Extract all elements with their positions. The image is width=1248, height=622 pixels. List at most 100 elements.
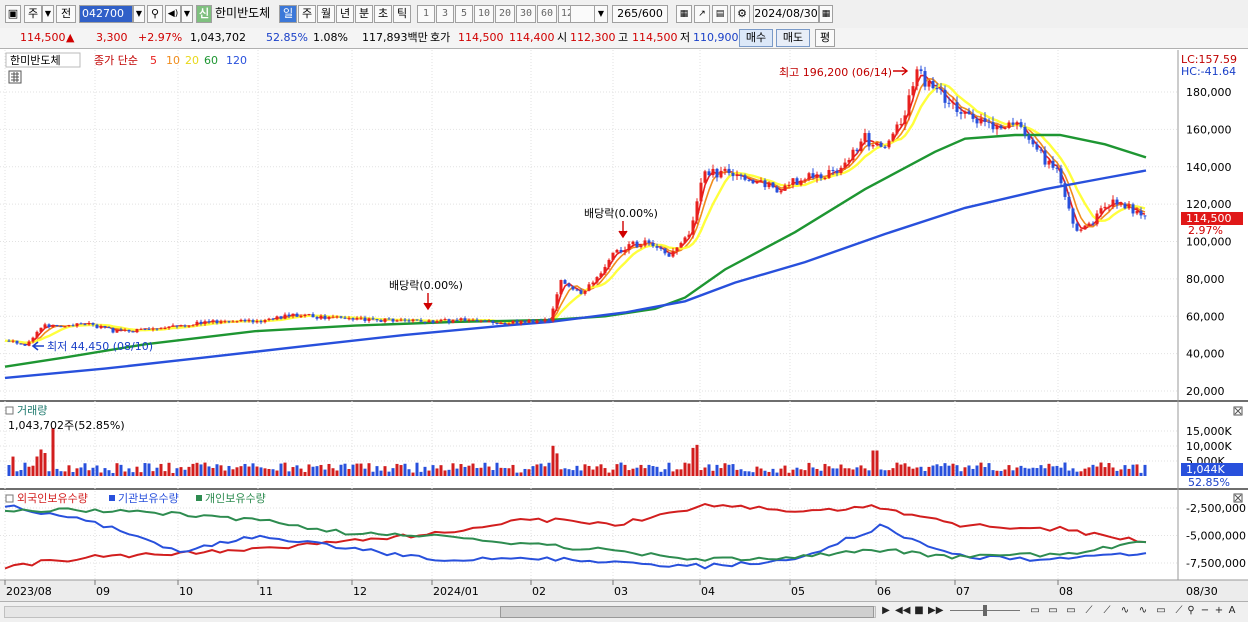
volume-collapse-icon[interactable] [5, 406, 14, 415]
period-tab[interactable]: 월 [317, 5, 335, 23]
zoom-out-icon[interactable]: − [1200, 605, 1210, 616]
candle-body [667, 253, 671, 257]
chart-scrollbar[interactable]: ▶ ◀◀ ■ ▶▶ ▭ ▭ ▭ ⟋ ⟋ ∿ ∿ ▭ ⟋ ⚲ − + A [0, 601, 1248, 622]
save-icon[interactable]: ▤ [712, 5, 728, 23]
candle-body [307, 314, 311, 316]
close-icon-x [1234, 407, 1242, 415]
market-scope-select[interactable]: 전 [56, 5, 76, 23]
chevron-down-icon[interactable]: ▼ [42, 5, 54, 23]
candle-body [1111, 199, 1115, 207]
interval-tab[interactable]: 60 [537, 5, 557, 23]
candle-body [51, 324, 55, 327]
ma-period-10: 10 [166, 54, 180, 67]
volume-bar [1019, 465, 1023, 476]
scroll-right-icon[interactable]: ▶ [882, 605, 890, 616]
rewind-icon[interactable]: ◀◀ [895, 605, 911, 616]
volume-bar [671, 471, 675, 476]
candle-body [35, 331, 39, 338]
volume-bar [531, 466, 535, 476]
candle-body [1019, 122, 1023, 127]
gear-icon[interactable]: ⚙ [734, 5, 750, 23]
layout-icon[interactable]: ▭ [1066, 605, 1076, 616]
candle-body [7, 340, 11, 342]
hoga-label: 호가 [430, 31, 451, 44]
candle-body [367, 318, 371, 321]
volume-bar [747, 471, 751, 476]
holding-line [4, 507, 1147, 562]
date-input[interactable]: 2024/08/30 [753, 5, 819, 23]
tool-icon[interactable]: ⟋ [1175, 605, 1183, 616]
candle-body [1039, 149, 1043, 151]
chevron-down-icon[interactable]: ▼ [181, 5, 193, 23]
speaker-icon[interactable]: ◀) [165, 5, 181, 23]
stock-chart[interactable]: 한미반도체 종가 단순 5 10 20 60 120 LC:157.59 HC:… [0, 50, 1248, 601]
volume-bar [1115, 470, 1119, 476]
period-tab[interactable]: 년 [336, 5, 354, 23]
interval-tab[interactable]: 3 [436, 5, 454, 23]
volume-bar [639, 464, 643, 476]
stop-icon[interactable]: ■ [914, 605, 924, 616]
search-icon[interactable]: ⚲ [1187, 605, 1195, 616]
stock-code-input[interactable]: 042700 [79, 5, 133, 23]
volume-bar [683, 462, 687, 476]
wave-tool-icon[interactable]: ∿ [1138, 605, 1148, 616]
candle-body [843, 162, 847, 168]
volume-bar [1067, 470, 1071, 476]
candle-body [1035, 144, 1039, 150]
draw-tool-icon[interactable]: ↗ [694, 5, 710, 23]
line-tool-icon[interactable]: ⟋ [1085, 605, 1093, 616]
price-y-tick: 120,000 [1186, 198, 1232, 211]
period-tab[interactable]: 초 [374, 5, 392, 23]
market-type-select[interactable]: 주 [24, 5, 42, 23]
sell-button[interactable]: 매도 [776, 29, 810, 47]
candle-body [651, 242, 655, 247]
volume-bar [1111, 467, 1115, 476]
volume-bar [251, 463, 255, 476]
volume-bar [395, 463, 399, 476]
interval-tab[interactable]: 20 [495, 5, 515, 23]
volume-bar [787, 472, 791, 476]
candle-body [207, 321, 211, 323]
candle-body [1143, 215, 1147, 217]
volume-bar [135, 466, 139, 476]
interval-tab[interactable]: 10 [474, 5, 494, 23]
candle-body [479, 320, 483, 322]
volume-bar [1059, 467, 1063, 476]
eval-button[interactable]: 평 [815, 29, 835, 47]
candle-body [167, 326, 171, 329]
volume-bar [851, 469, 855, 476]
tool-settings-icon[interactable]: ▦ [676, 5, 692, 23]
window-menu-icon[interactable]: ▣ [5, 5, 21, 23]
scale-icon[interactable]: A [1228, 605, 1236, 616]
zoom-in-icon[interactable]: + [1214, 605, 1224, 616]
layout-icon[interactable]: ▭ [1030, 605, 1040, 616]
quote-bar: 114,500 ▲ 3,300 +2.97% 1,043,702 52.85% … [0, 28, 1248, 49]
candle-body [1099, 208, 1103, 214]
zoom-slider-handle[interactable] [983, 605, 987, 616]
period-tab[interactable]: 분 [355, 5, 373, 23]
wave-tool-icon[interactable]: ∿ [1120, 605, 1130, 616]
scroll-thumb[interactable] [500, 606, 874, 618]
volume-bar [879, 469, 883, 476]
line-tool-icon[interactable]: ⟋ [1103, 605, 1111, 616]
chevron-down-icon[interactable]: ▼ [133, 5, 145, 23]
layout-icon[interactable]: ▭ [1156, 605, 1166, 616]
candle-body [851, 149, 855, 161]
interval-tab[interactable]: 30 [516, 5, 536, 23]
buy-button[interactable]: 매수 [739, 29, 773, 47]
period-tab[interactable]: 일 [279, 5, 297, 23]
volume-bar [875, 450, 879, 476]
layout-icon[interactable]: ▭ [1048, 605, 1058, 616]
candle-body [487, 321, 491, 323]
chevron-down-icon[interactable]: ▼ [594, 5, 608, 23]
calendar-icon[interactable]: ▦ [819, 5, 833, 23]
period-tab[interactable]: 주 [298, 5, 316, 23]
volume-bar [95, 465, 99, 476]
search-icon[interactable]: ⚲ [147, 5, 163, 23]
holdings-collapse-icon[interactable] [5, 494, 14, 503]
period-tab[interactable]: 틱 [393, 5, 411, 23]
volume-bar [47, 471, 51, 476]
interval-tab[interactable]: 5 [455, 5, 473, 23]
interval-tab[interactable]: 1 [417, 5, 435, 23]
fast-forward-icon[interactable]: ▶▶ [928, 605, 944, 616]
